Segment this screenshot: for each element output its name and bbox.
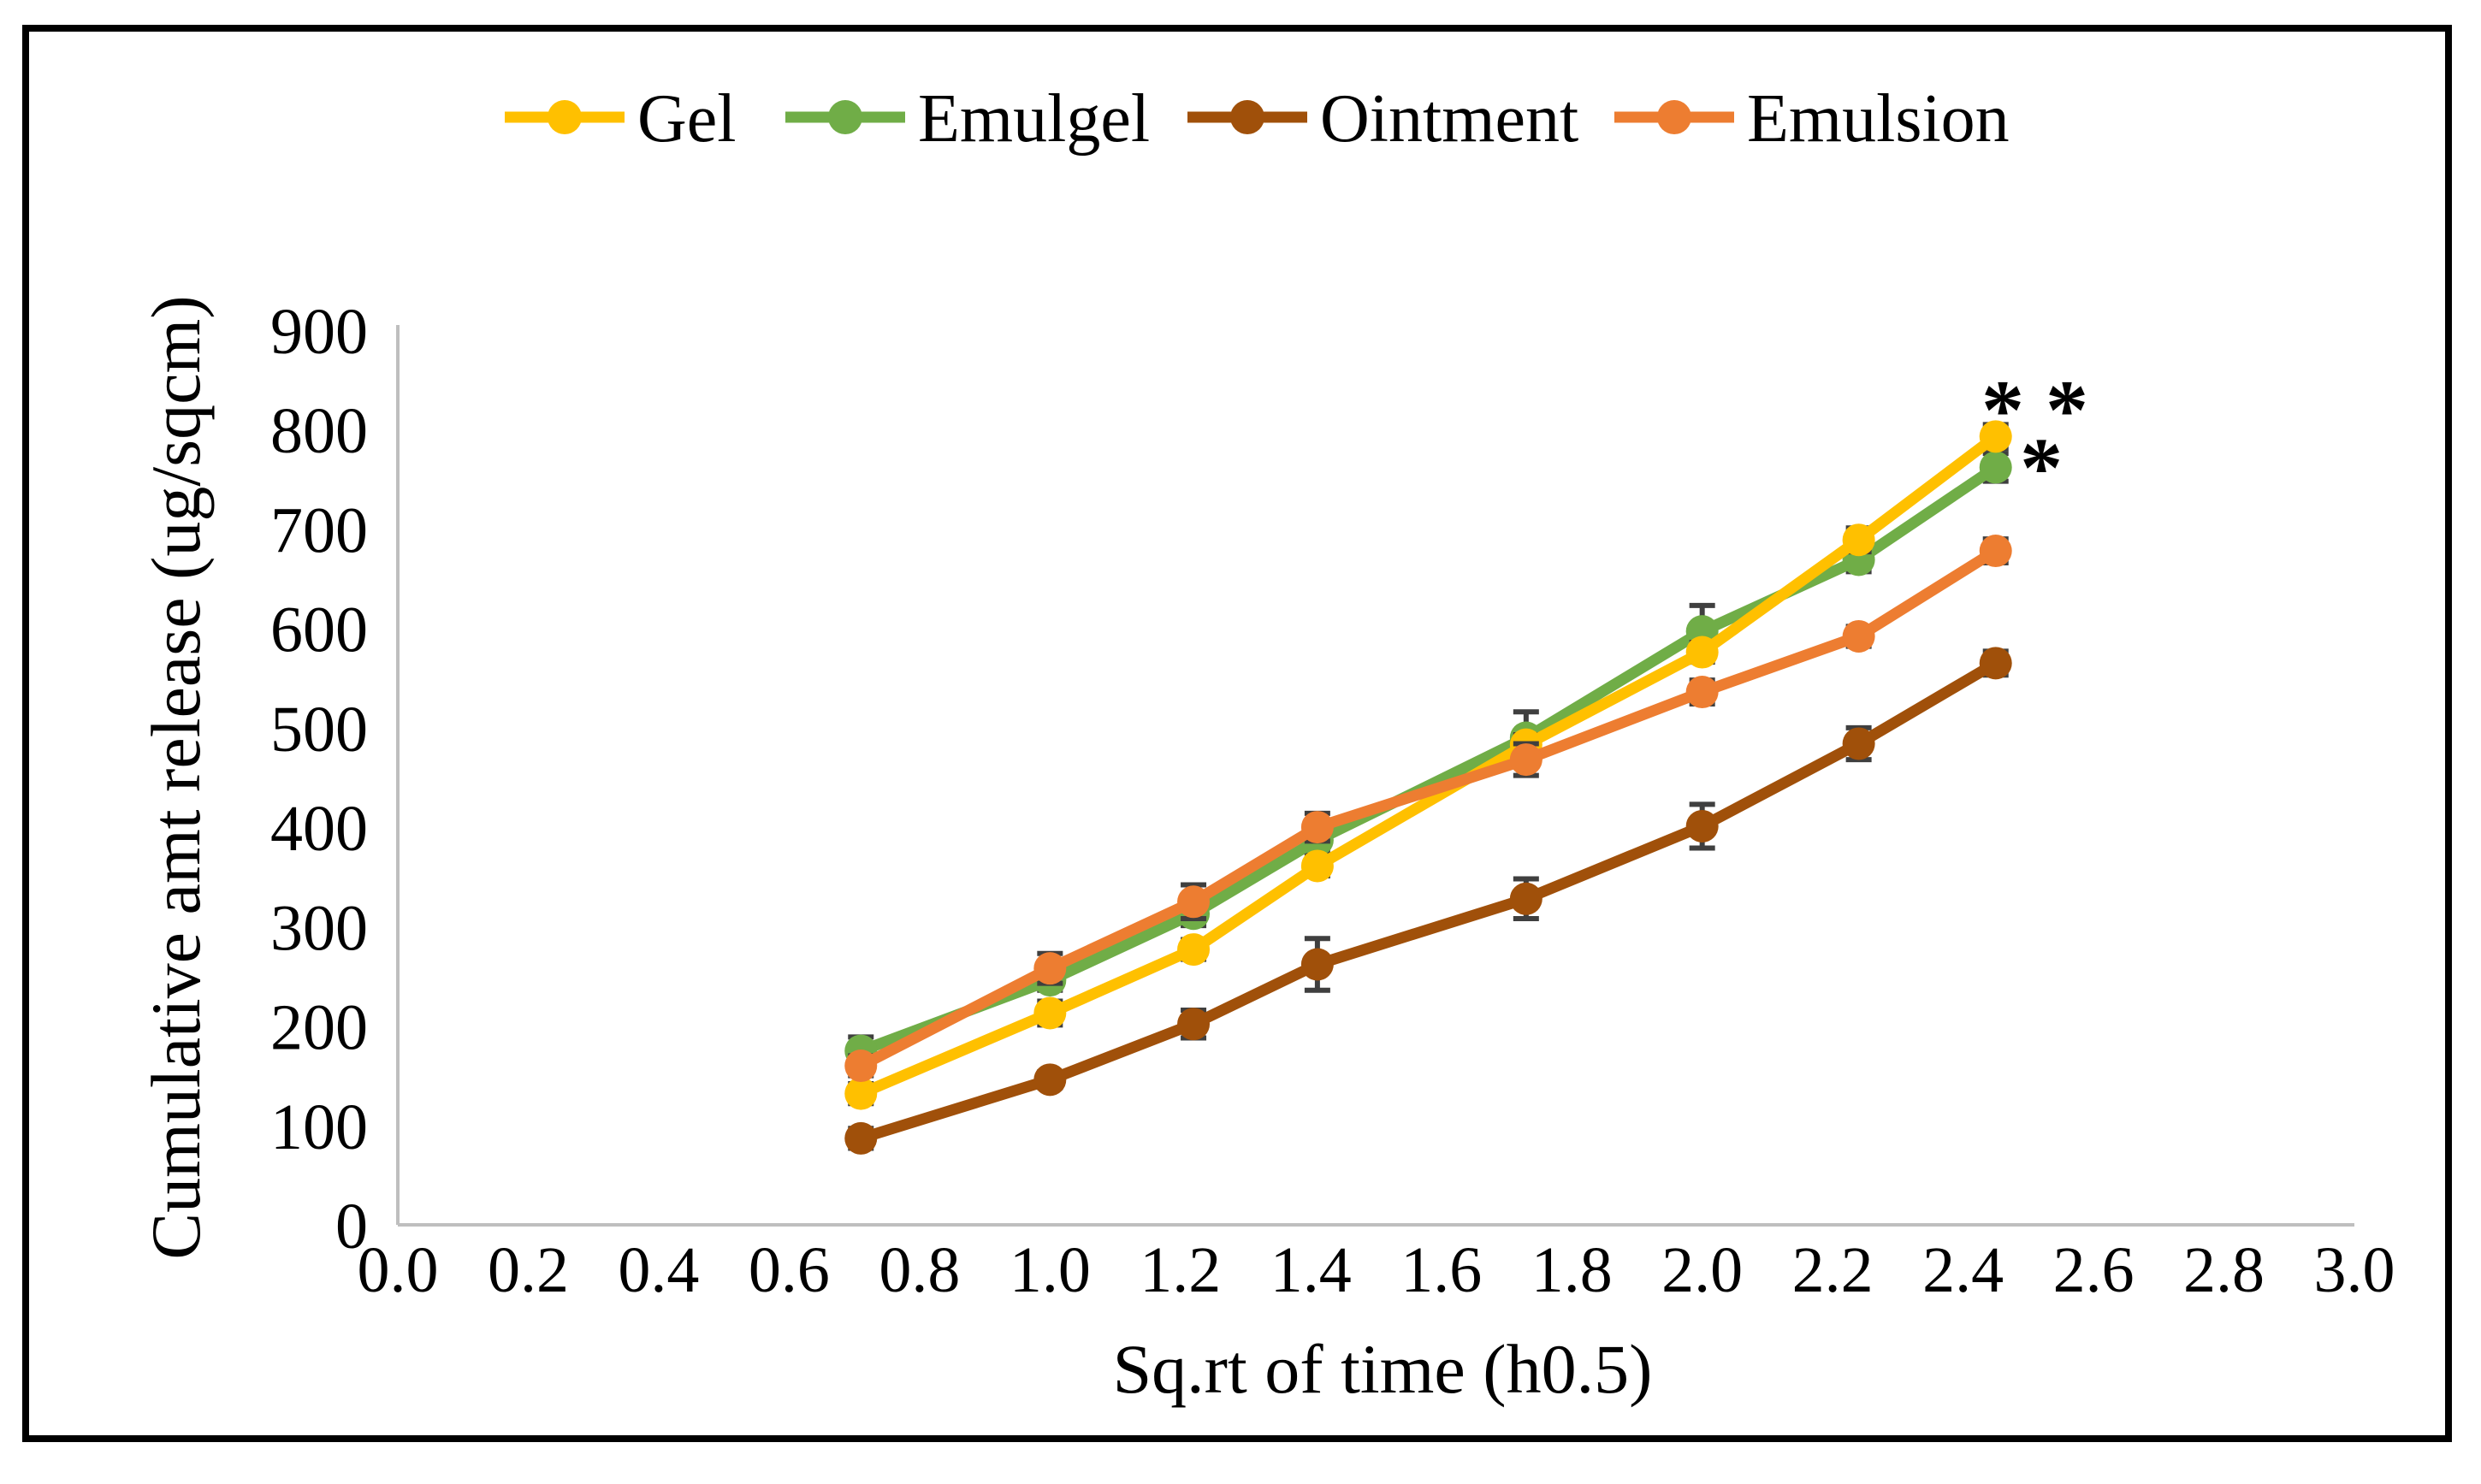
legend-label: Emulgel	[918, 81, 1150, 157]
data-point-gel	[1300, 849, 1334, 883]
data-point-emulsion	[1842, 619, 1875, 653]
y-tick-label: 300	[270, 892, 368, 964]
significance-annotations: * **	[1981, 362, 2088, 514]
y-tick-label: 600	[270, 594, 368, 666]
x-tick-label: 0.2	[488, 1234, 569, 1306]
significance-asterisk: *	[2020, 420, 2063, 515]
y-tick-label: 400	[270, 793, 368, 865]
x-tick-label: 1.0	[1010, 1234, 1091, 1306]
data-point-ointment	[1842, 727, 1875, 760]
legend: Gel Emulgel Ointment Emulsion	[505, 81, 2010, 157]
x-tick-label: 2.8	[2183, 1234, 2265, 1306]
y-tick-label: 900	[270, 296, 368, 368]
series-line-ointment	[855, 657, 2002, 1144]
x-tick-label: 0.0	[358, 1234, 439, 1306]
x-tick-label: 1.8	[1531, 1234, 1613, 1306]
legend-item-emulsion: Emulsion	[1614, 81, 2010, 157]
data-series	[844, 420, 2012, 1155]
legend-label: Gel	[637, 81, 737, 157]
series-ointment	[844, 647, 2012, 1155]
x-tick-label: 0.8	[879, 1234, 960, 1306]
data-point-emulsion	[844, 1049, 878, 1083]
data-point-gel	[1842, 523, 1875, 557]
y-tick-label: 800	[270, 395, 368, 467]
x-tick-label: 2.4	[1922, 1234, 2004, 1306]
x-axis-title: Sq.rt of time (h0.5)	[1113, 1330, 1653, 1408]
legend-label: Ointment	[1320, 81, 1578, 157]
data-point-gel	[1979, 420, 2012, 453]
data-point-gel	[1033, 996, 1067, 1030]
x-tick-label: 2.6	[2053, 1234, 2135, 1306]
legend-item-emulgel: Emulgel	[785, 81, 1150, 157]
legend-marker-swatch	[548, 100, 582, 134]
significance-asterisk: * *	[1981, 362, 2088, 457]
y-tick-label: 200	[270, 992, 368, 1064]
x-tick-label: 3.0	[2314, 1234, 2395, 1306]
series-line-gel	[855, 430, 2002, 1100]
axis-tick-labels: 0 100 200 300 400 500 600 700 800 900 0.0 0.2 0.4 0.6…	[270, 296, 2395, 1306]
x-tick-label: 1.4	[1270, 1234, 1352, 1306]
x-tick-label: 2.0	[1661, 1234, 1743, 1306]
data-point-emulgel	[1979, 451, 2012, 484]
legend-marker-swatch	[1657, 100, 1691, 134]
x-tick-label: 0.6	[749, 1234, 830, 1306]
x-tick-label: 1.2	[1140, 1234, 1221, 1306]
data-point-emulsion	[1979, 535, 2012, 568]
data-point-emulsion	[1509, 743, 1542, 777]
data-point-ointment	[844, 1121, 878, 1155]
series-line-emulsion	[855, 545, 2002, 1072]
y-tick-label: 700	[270, 494, 368, 566]
data-point-ointment	[1177, 1008, 1211, 1041]
x-tick-label: 1.6	[1400, 1234, 1482, 1306]
legend-marker-swatch	[1230, 100, 1264, 134]
legend-marker-swatch	[828, 100, 862, 134]
y-tick-label: 100	[270, 1091, 368, 1163]
data-point-emulsion	[1685, 676, 1719, 709]
data-point-emulsion	[1177, 885, 1211, 919]
legend-item-ointment: Ointment	[1187, 81, 1578, 157]
y-tick-label: 500	[270, 694, 368, 766]
data-point-emulsion	[1033, 952, 1067, 985]
x-tick-label: 2.2	[1792, 1234, 1874, 1306]
legend-label: Emulsion	[1747, 81, 2010, 157]
data-point-gel	[1177, 933, 1211, 967]
data-point-gel	[1685, 636, 1719, 669]
data-point-ointment	[1033, 1063, 1067, 1097]
series-gel	[844, 420, 2012, 1110]
data-point-ointment	[1300, 948, 1334, 981]
series-emulsion	[844, 535, 2012, 1083]
data-point-ointment	[1509, 882, 1542, 915]
data-point-emulsion	[1300, 811, 1334, 844]
x-tick-label: 0.4	[618, 1234, 699, 1306]
axes	[396, 325, 2354, 1227]
data-point-ointment	[1979, 647, 2012, 680]
figure-border	[22, 25, 2452, 1442]
data-point-ointment	[1685, 809, 1719, 843]
legend-item-gel: Gel	[505, 81, 737, 157]
data-point-gel	[844, 1077, 878, 1110]
y-tick-label: 0	[335, 1191, 368, 1262]
y-axis-title: Cumulative amt release (ug/sqcm)	[137, 295, 215, 1259]
